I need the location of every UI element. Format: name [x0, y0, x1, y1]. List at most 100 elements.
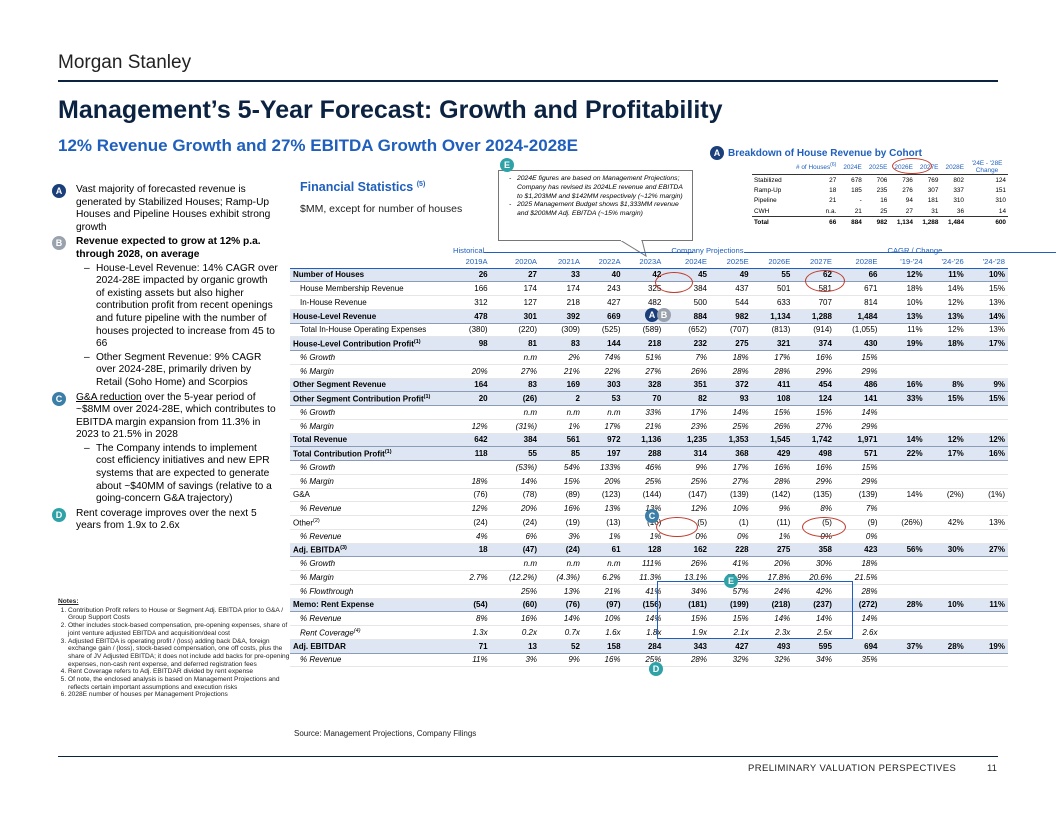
row-label-text: Total Revenue	[293, 435, 348, 445]
table-cell	[966, 474, 1008, 489]
table-cell: (309)	[540, 323, 583, 338]
table-cell	[450, 350, 491, 365]
row-label-text: % Growth	[300, 462, 336, 472]
table-cell: 8%	[793, 501, 835, 516]
row-label: Other Segment Contribution Profit(1)	[290, 391, 450, 406]
table-cell: n.m	[582, 405, 624, 420]
table-cell: (914)	[793, 323, 835, 338]
table-cell: 493	[751, 638, 794, 654]
row-gap	[880, 488, 885, 503]
row-gap	[664, 391, 669, 406]
table-cell: (26%)	[884, 515, 926, 530]
row-label-text: Rent Coverage	[300, 628, 354, 638]
table-cell: 972	[582, 432, 624, 448]
table-cell	[966, 501, 1008, 516]
row-label-sup: (1)	[423, 393, 431, 400]
table-cell: 11%	[884, 323, 926, 338]
table-cell: 12%	[450, 419, 491, 434]
table-cell: (12.2%)	[490, 570, 540, 585]
row-label: % Growth	[290, 556, 450, 571]
cohort-header-change: '24E - '28E Change	[966, 160, 1008, 175]
table-cell: (589)	[623, 323, 665, 338]
table-cell: 18%	[884, 281, 926, 296]
row-gap	[880, 638, 885, 654]
table-row: % Margin 20% 27% 21% 22% 27% 26% 28% 28% 29% 29%	[290, 364, 1008, 379]
point-d: D Rent coverage improves over the next 5…	[52, 507, 278, 533]
table-row: Other Segment Revenue 164 83 169 303 328 351 37…	[290, 377, 1008, 393]
table-cell: 33%	[884, 391, 926, 406]
cohort-cell: 802	[953, 176, 964, 184]
cohort-cell: 1,484	[940, 216, 966, 228]
table-cell: 2	[540, 391, 583, 406]
callout-box: 2024E figures are based on Management Pr…	[498, 170, 693, 241]
table-cell: 56%	[884, 542, 926, 558]
table-cell: (147)	[668, 488, 710, 503]
table-cell	[925, 460, 967, 475]
table-row: % Growth n.m n.m n.m 111% 26% 41% 20% 30% 18%	[290, 556, 1008, 571]
table-cell: 21%	[623, 419, 665, 434]
row-label: % Growth	[290, 350, 450, 365]
table-cell	[884, 529, 926, 544]
cohort-cell: 982	[863, 216, 890, 228]
group-gap-1	[664, 244, 669, 256]
row-label-text: % Margin	[300, 476, 334, 486]
group-header-blank	[290, 244, 450, 256]
table-cell: 118	[450, 446, 491, 461]
table-cell	[450, 460, 491, 475]
table-cell: 2.7%	[450, 570, 491, 585]
table-cell	[925, 570, 967, 585]
table-cell	[966, 405, 1008, 420]
table-cell: 28%	[751, 364, 794, 379]
table-cell	[884, 501, 926, 516]
notes-heading: Notes:	[58, 598, 79, 605]
table-cell: 1,742	[793, 432, 835, 448]
table-cell: 486	[834, 377, 881, 393]
table-cell: 544	[709, 295, 752, 310]
table-cell: 111%	[623, 556, 665, 571]
table-cell	[925, 419, 967, 434]
cohort-header-blank	[752, 160, 789, 175]
fs-title-text: Financial Statistics	[300, 180, 414, 194]
table-cell: 55	[490, 446, 540, 461]
table-cell	[966, 584, 1008, 599]
table-cell: 14%	[925, 281, 967, 296]
table-cell	[884, 625, 926, 640]
table-cell: 2%	[540, 350, 583, 365]
year-header: '19-'24	[884, 256, 926, 269]
row-label-text: Total In-House Operating Expenses	[300, 325, 427, 335]
table-cell: 25%	[623, 474, 665, 489]
row-label: Total In-House Operating Expenses	[290, 323, 450, 338]
row-gap	[664, 460, 669, 475]
annotation-circle-houses-2028	[805, 270, 845, 292]
table-cell: 174	[490, 281, 540, 296]
row-gap	[664, 556, 669, 571]
table-cell	[966, 419, 1008, 434]
row-label-text: % Revenue	[300, 504, 342, 514]
row-gap	[880, 556, 885, 571]
table-cell: 42%	[925, 515, 967, 530]
table-cell: 85	[540, 446, 583, 461]
table-cell: 312	[450, 295, 491, 310]
table-cell: (76)	[450, 488, 491, 503]
cohort-cell: 276	[902, 186, 913, 194]
table-cell: 19%	[884, 336, 926, 351]
row-label: Other(2)	[290, 515, 450, 530]
row-label: % Margin	[290, 419, 450, 434]
row-gap	[880, 267, 885, 283]
notes: Notes: Contribution Profit refers to Hou…	[58, 598, 290, 699]
table-cell: 9%	[966, 377, 1008, 393]
note-item: Adjusted EBITDA is operating profit / (l…	[68, 638, 290, 669]
annotation-box-ebitda	[657, 581, 853, 639]
row-gap	[664, 336, 669, 351]
financial-statistics-units: $MM, except for number of houses	[300, 203, 463, 215]
table-cell: 37%	[884, 638, 926, 654]
badge-b: B	[52, 236, 66, 251]
table-cell: 41%	[709, 556, 752, 571]
table-cell: 27%	[966, 542, 1008, 558]
table-row: % Margin 12% (31%) 1% 17% 21% 23% 25% 26% 27% 29%	[290, 419, 1008, 434]
table-cell: 498	[793, 446, 835, 461]
cohort-cell: Total	[752, 216, 789, 228]
table-cell: 9%	[668, 460, 710, 475]
row-label: % Margin	[290, 474, 450, 489]
cohort-row: Total 66 884 982 1,134 1,288 1,484 600	[752, 216, 1008, 228]
